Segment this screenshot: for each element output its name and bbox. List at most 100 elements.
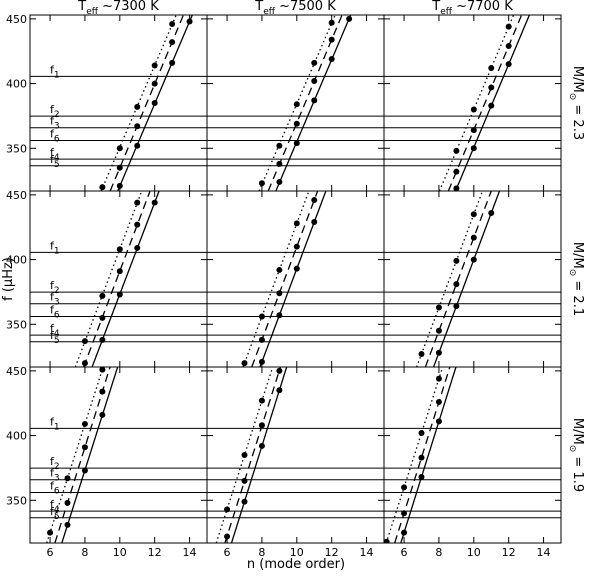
mode-point: [276, 290, 283, 297]
mode-point: [276, 178, 283, 185]
mode-point: [186, 18, 193, 25]
y-tick-label: 350: [6, 318, 27, 331]
frequency-label: f3: [50, 467, 60, 484]
mode-point: [241, 477, 248, 484]
mode-point: [151, 80, 158, 87]
mode-point: [81, 467, 88, 474]
frequency-label: f4: [50, 146, 60, 163]
mode-point: [276, 160, 283, 167]
fit-line: [215, 367, 274, 543]
fit-line: [46, 367, 104, 543]
mode-point: [99, 411, 106, 418]
mode-point: [258, 422, 265, 429]
frequency-label: f6: [50, 480, 60, 497]
fit-line: [224, 367, 282, 543]
panel: [30, 191, 207, 367]
x-tick-label: 6: [224, 546, 231, 559]
mode-point: [328, 56, 335, 62]
mode-point: [328, 36, 335, 43]
panel-frame: [383, 190, 562, 368]
mode-point: [311, 197, 318, 204]
mode-point: [134, 123, 141, 130]
row-label: M/M⊙ = 2.3: [567, 66, 585, 140]
fit-line: [230, 367, 288, 543]
x-tick-label: 14: [183, 546, 197, 559]
panel-frame: [206, 190, 385, 368]
panel: [384, 367, 561, 543]
mode-point: [418, 351, 425, 358]
frequency-label: f1: [50, 415, 60, 432]
mode-point: [258, 180, 265, 187]
mode-point: [488, 65, 495, 72]
column-title: Teff ~7500 K: [254, 0, 336, 17]
fit-line: [259, 191, 327, 367]
mode-point: [505, 23, 512, 30]
y-tick-label: 450: [6, 13, 27, 26]
mode-point: [488, 210, 495, 216]
x-tick-label: 10: [290, 546, 304, 559]
panel: [30, 367, 207, 543]
mode-point: [346, 15, 353, 22]
frequency-label: f6: [50, 128, 60, 145]
mode-point: [81, 420, 88, 427]
mode-point: [453, 147, 460, 154]
fit-line: [385, 367, 444, 543]
mode-point: [488, 102, 495, 109]
fit-line: [424, 191, 492, 367]
frequency-label: f4: [50, 498, 60, 515]
panel: [384, 191, 561, 367]
x-tick-label: 14: [537, 546, 551, 559]
mode-point: [258, 313, 265, 320]
panel: [207, 191, 384, 367]
mode-point: [453, 185, 460, 191]
fit-line: [416, 191, 484, 367]
mode-point: [134, 103, 141, 110]
mode-point: [488, 84, 495, 91]
mode-point: [384, 538, 390, 543]
x-tick-label: 14: [360, 546, 374, 559]
mode-point: [99, 184, 106, 191]
mode-point: [470, 256, 477, 263]
x-tick-label: 12: [502, 546, 516, 559]
frequency-label: f3: [50, 291, 60, 308]
mode-point: [169, 59, 176, 66]
mode-point: [169, 39, 176, 46]
row-label: M/M⊙ = 1.9: [567, 418, 585, 492]
mode-point: [401, 484, 408, 491]
mode-point: [224, 506, 231, 513]
mode-point: [470, 127, 477, 134]
y-tick-label: 400: [6, 430, 27, 443]
mode-point: [453, 281, 460, 288]
mode-point: [276, 387, 283, 394]
frequency-label: f3: [50, 115, 60, 132]
mode-point: [276, 266, 283, 273]
mode-point: [64, 521, 71, 528]
mode-point: [328, 19, 335, 26]
mode-point: [276, 312, 283, 319]
mode-point: [293, 220, 300, 227]
panel-frame: [383, 366, 562, 544]
mode-point: [453, 303, 460, 310]
mode-point: [134, 199, 141, 206]
mode-point: [435, 327, 442, 334]
mode-point: [418, 474, 425, 480]
fit-line: [438, 15, 515, 191]
x-tick-label: 8: [81, 546, 88, 559]
frequency-label: f5: [50, 153, 60, 170]
panel: [207, 367, 384, 543]
mode-point: [470, 211, 477, 218]
y-tick-label: 450: [6, 189, 27, 202]
mode-point: [99, 314, 106, 321]
mode-point: [99, 336, 106, 343]
x-tick-label: 8: [258, 546, 265, 559]
mode-point: [401, 510, 408, 517]
mode-point: [293, 140, 300, 147]
mode-point: [151, 62, 158, 69]
panel: [30, 15, 207, 191]
y-tick-label: 350: [6, 494, 27, 507]
mode-point: [435, 375, 442, 382]
x-tick-label: 12: [325, 546, 339, 559]
mode-point: [311, 97, 318, 104]
y-axis-label: f (μHz): [1, 257, 16, 301]
y-tick-label: 450: [6, 365, 27, 378]
